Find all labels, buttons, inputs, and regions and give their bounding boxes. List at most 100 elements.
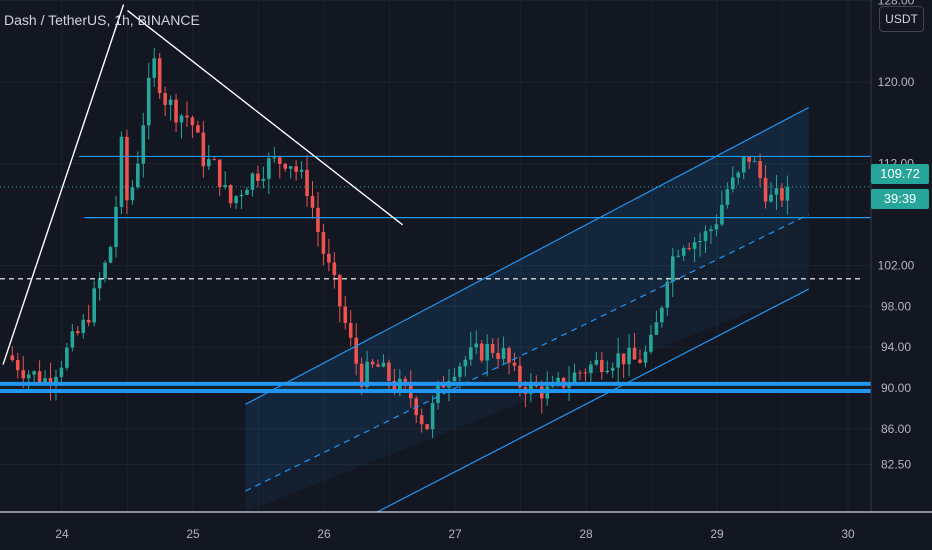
candle-body xyxy=(179,115,184,123)
candle-body xyxy=(299,169,304,172)
candle-body xyxy=(119,136,124,207)
candle-body xyxy=(627,347,631,365)
candle-body xyxy=(572,372,577,382)
candle-body xyxy=(234,196,238,204)
candle-body xyxy=(267,158,271,179)
candle-body xyxy=(747,156,751,162)
price-tick: 98.00 xyxy=(881,299,911,313)
candle-body xyxy=(578,372,582,374)
candle-body xyxy=(190,117,195,126)
candle-body xyxy=(196,125,200,133)
time-axis-ticks: 24 25 26 27 28 29 30 xyxy=(55,527,855,541)
candle-body xyxy=(239,194,244,197)
candle-body xyxy=(37,371,42,384)
time-tick: 28 xyxy=(579,527,593,541)
candle-body xyxy=(245,189,249,195)
candle-body xyxy=(763,177,768,202)
last-price-tag: 109.72 xyxy=(871,164,929,184)
candle-body xyxy=(97,278,102,289)
drawing-layer[interactable] xyxy=(0,4,871,550)
candle-body xyxy=(370,361,375,365)
candle-body xyxy=(81,319,86,333)
candle-body xyxy=(676,255,681,257)
candle-body xyxy=(632,347,637,360)
candle-body xyxy=(338,275,342,307)
candle-body xyxy=(327,253,331,263)
candle-body xyxy=(272,157,277,159)
time-tick: 25 xyxy=(186,527,200,541)
candle-body xyxy=(146,77,151,126)
candle-body xyxy=(479,343,484,361)
candle-body xyxy=(512,362,517,366)
candle-body xyxy=(174,99,178,123)
candle-body xyxy=(168,99,173,105)
channel-middle-line[interactable] xyxy=(245,214,809,492)
candle-body xyxy=(681,248,686,256)
candle-body xyxy=(108,246,113,263)
candle-body xyxy=(92,288,96,323)
currency-badge[interactable]: USDT xyxy=(879,6,924,32)
candle-body xyxy=(490,343,495,353)
candle-body xyxy=(583,372,588,374)
candle-body xyxy=(452,376,457,382)
trend-rise-line[interactable] xyxy=(2,4,125,365)
trend-fall-line[interactable] xyxy=(127,10,404,226)
chart-grid xyxy=(0,0,871,512)
candle-body xyxy=(223,185,227,188)
candle-body xyxy=(736,172,741,178)
candle-body xyxy=(316,207,320,233)
candle-body xyxy=(529,381,533,394)
candle-body xyxy=(381,362,386,367)
candle-body xyxy=(365,361,369,388)
candle-body xyxy=(321,232,326,254)
time-axis-panel[interactable] xyxy=(0,511,932,550)
countdown-label: 39:39 xyxy=(884,191,917,206)
candle-body xyxy=(758,161,762,178)
last-price-label: 109.72 xyxy=(880,166,920,181)
candle-body xyxy=(48,378,53,385)
candle-body xyxy=(600,359,604,373)
candle-body xyxy=(769,194,773,202)
candle-body xyxy=(76,331,80,333)
candle-body xyxy=(15,360,20,371)
candle-body xyxy=(54,376,58,385)
price-axis-panel[interactable] xyxy=(870,0,932,550)
candle-body xyxy=(616,353,620,368)
candle-body xyxy=(103,262,107,279)
candle-body xyxy=(785,186,790,201)
candle-body xyxy=(643,351,648,363)
candle-body xyxy=(780,188,784,201)
channel-upper-line[interactable] xyxy=(245,106,809,405)
price-tick: 120.00 xyxy=(878,75,915,89)
candle-body xyxy=(212,159,217,161)
time-tick: 30 xyxy=(841,527,855,541)
candle-body xyxy=(288,166,293,169)
candle-body xyxy=(152,58,157,78)
candle-body xyxy=(649,334,653,352)
candle-body xyxy=(228,185,233,204)
candle-body xyxy=(43,378,47,384)
candle-body xyxy=(458,366,462,377)
candle-body xyxy=(387,362,391,381)
candle-body xyxy=(474,343,479,348)
channel-shading xyxy=(245,107,809,512)
candle-body xyxy=(507,348,511,363)
symbol-title[interactable]: Dash / TetherUS, 1h, BINANCE xyxy=(4,12,200,28)
candle-body xyxy=(425,424,429,430)
candle-body xyxy=(709,229,713,232)
candle-body xyxy=(403,378,408,385)
candle-body xyxy=(654,322,659,335)
candle-body xyxy=(621,353,626,365)
channel-area xyxy=(245,107,809,512)
candle-body xyxy=(65,347,69,368)
candle-body xyxy=(687,248,691,250)
candle-body xyxy=(26,374,31,379)
price-tick: 94.00 xyxy=(881,340,911,354)
candle-body xyxy=(638,359,642,363)
candle-body xyxy=(250,173,255,190)
candle-body xyxy=(496,352,500,359)
candle-body xyxy=(430,402,435,430)
candle-body xyxy=(469,347,473,360)
candle-body xyxy=(501,348,506,359)
